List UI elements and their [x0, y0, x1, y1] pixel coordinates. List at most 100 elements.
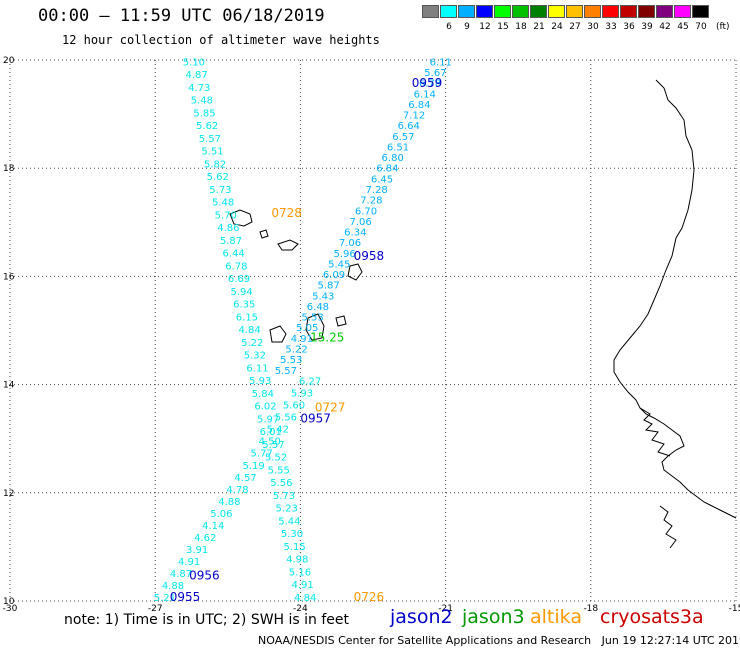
- colorbar-label: 15: [497, 22, 509, 32]
- satellite-legend-item: s3a: [670, 606, 704, 628]
- coastline-inlet: [639, 407, 671, 457]
- wave-height-value: 5.06: [210, 509, 232, 520]
- pass-time-label: 0959: [412, 76, 443, 90]
- colorbar-swatch: [692, 5, 709, 18]
- satellite-legend-item: jason2: [390, 606, 453, 628]
- pass-time-label: 0726: [354, 590, 385, 604]
- cape-verde-island-sal: [347, 263, 363, 281]
- wave-height-value: 5.70: [215, 210, 237, 221]
- colorbar-label: 30: [587, 22, 599, 32]
- wave-height-value: 6.11: [246, 363, 268, 374]
- wave-height-value: 4.62: [194, 533, 216, 544]
- wave-height-value: 4.91: [178, 557, 200, 568]
- pass-time-label: 15.25: [310, 330, 344, 344]
- wave-height-value: 4.14: [202, 521, 224, 532]
- wave-height-value: 6.64: [398, 121, 420, 132]
- pass-time-label: 0727: [315, 401, 346, 415]
- wave-height-value: 4.91: [291, 334, 313, 345]
- colorbar-swatch: [494, 5, 511, 18]
- satellite-legend-item: altika: [530, 606, 582, 628]
- wave-height-value: 5.30: [281, 529, 303, 540]
- wave-height-value: 4.50: [259, 437, 281, 448]
- colorbar-swatch: [440, 5, 457, 18]
- colorbar-swatch: [548, 5, 565, 18]
- colorbar-swatch: [638, 5, 655, 18]
- colorbar-swatch: [566, 5, 583, 18]
- colorbar-label: 42: [659, 22, 671, 32]
- cape-verde-island-sao-vicente: [259, 229, 269, 239]
- wave-height-value: 5.53: [280, 355, 302, 366]
- lon-tick-label: -27: [148, 604, 163, 614]
- wave-height-value: 5.55: [268, 465, 290, 476]
- wave-height-value: 5.32: [244, 351, 266, 362]
- wave-height-value: 6.45: [371, 174, 393, 185]
- footer-credit: NOAA/NESDIS Center for Satellite Applica…: [258, 634, 740, 647]
- wave-height-value: 5.53: [301, 313, 323, 324]
- colorbar-label: 33: [605, 22, 617, 32]
- wave-height-value: 7.06: [339, 238, 361, 249]
- wave-height-value: 5.21: [154, 593, 176, 604]
- wave-height-value: 4.98: [286, 555, 308, 566]
- colorbar-label: 12: [479, 22, 491, 32]
- wave-height-value: 4.87: [185, 70, 207, 81]
- wave-height-value: 5.45: [328, 259, 350, 270]
- colorbar-label: 21: [533, 22, 545, 32]
- wave-height-value: 5.62: [196, 121, 218, 132]
- wave-height-value: 7.06: [350, 217, 372, 228]
- wave-height-value: 5.73: [273, 491, 295, 502]
- wave-height-value: 7.28: [366, 185, 388, 196]
- cape-verde-island-fogo: [269, 325, 287, 343]
- wave-height-value: 5.87: [317, 281, 339, 292]
- wave-height-value: 5.93: [249, 376, 271, 387]
- pass-time-label: 0728: [271, 206, 302, 220]
- colorbar-swatch: [674, 5, 691, 18]
- africa-coastline: [613, 79, 737, 519]
- wave-height-value: 5.62: [207, 172, 229, 183]
- wave-height-value: 5.57: [262, 440, 284, 451]
- colorbar-swatch: [476, 5, 493, 18]
- lon-tick-label: -21: [438, 604, 453, 614]
- wave-height-value: 4.86: [217, 223, 239, 234]
- colorbar-label: 39: [641, 22, 653, 32]
- colorbar-label: 36: [623, 22, 635, 32]
- lat-tick-label: 10: [3, 597, 15, 607]
- wave-height-value: 6.48: [307, 302, 329, 313]
- timestamp-text: Jun 19 12:27:14 UTC 2019: [601, 634, 740, 647]
- lon-tick-label: -18: [583, 604, 598, 614]
- wave-height-value: 5.42: [267, 425, 289, 436]
- lat-tick-label: 18: [3, 164, 15, 174]
- wave-height-value: 5.05: [296, 323, 318, 334]
- colorbar-swatch: [530, 5, 547, 18]
- colorbar-label: 70: [695, 22, 707, 32]
- pass-time-label: 0956: [189, 568, 220, 582]
- axis-tick-labels: -30 -27 -24 -21 -18 -15 20 18 16 14 12 10: [3, 56, 740, 614]
- wave-height-value: 5.44: [278, 516, 300, 527]
- wave-height-value: 4.88: [162, 581, 184, 592]
- wave-height-value: 5.97: [257, 414, 279, 425]
- credit-text: NOAA/NESDIS Center for Satellite Applica…: [258, 634, 592, 647]
- colorbar-swatch: [656, 5, 673, 18]
- colorbar-label: 18: [515, 22, 527, 32]
- wave-height-value: 6.84: [408, 100, 430, 111]
- colorbar-unit: (ft): [716, 22, 730, 32]
- colorbar-swatch: [422, 5, 439, 18]
- wave-height-value: 4.91: [291, 580, 313, 591]
- wave-height-value: 5.57: [275, 366, 297, 377]
- wave-height-value: 4.84: [238, 325, 260, 336]
- colorbar-swatch: [620, 5, 637, 18]
- wave-height-value: 5.87: [220, 236, 242, 247]
- wave-height-value: 6.44: [223, 249, 245, 260]
- wave-height-value: 5.56: [275, 413, 297, 424]
- wave-height-value: 5.96: [333, 249, 355, 260]
- wave-height-value: 5.60: [283, 401, 305, 412]
- wave-height-value: 6.27: [299, 377, 321, 388]
- wave-height-value: 5.67: [424, 68, 446, 79]
- wave-height-value: 5.22: [241, 338, 263, 349]
- altimeter-tracks: 5.104.874.735.485.855.625.575.515.825.62…: [154, 57, 452, 604]
- page-title: 00:00 – 11:59 UTC 06/18/2019: [38, 6, 325, 26]
- cape-verde-island-santo-antao: [229, 209, 253, 227]
- colorbar-swatch: [602, 5, 619, 18]
- colorbar-swatch: [584, 5, 601, 18]
- page-subtitle: 12 hour collection of altimeter wave hei…: [62, 33, 380, 47]
- coastline-islands: [659, 505, 677, 549]
